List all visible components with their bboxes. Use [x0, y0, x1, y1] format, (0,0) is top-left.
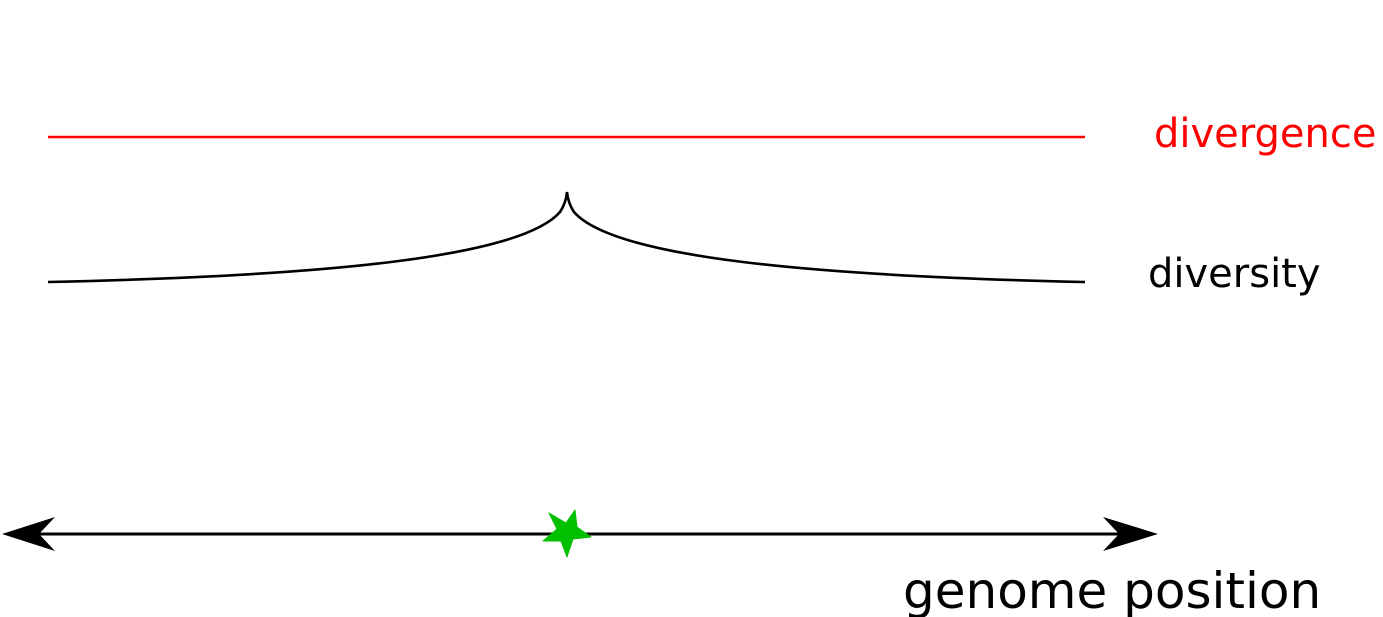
diversity-curve	[48, 192, 1085, 282]
diversity-label: diversity	[1148, 251, 1321, 297]
axis-label: genome position	[903, 562, 1321, 617]
divergence-label: divergence	[1154, 111, 1376, 157]
